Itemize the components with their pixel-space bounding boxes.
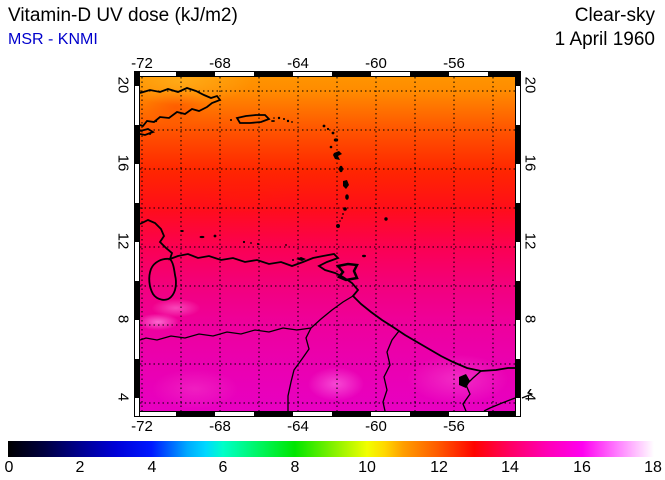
rivers [140,295,515,411]
lon-tick-bottom: -72 [131,418,153,435]
lat-tick-left: 16 [114,154,132,172]
map-frame-right [515,71,521,417]
data-source-label: MSR - KNMI [8,31,98,48]
map-frame-left [134,71,140,417]
lon-tick-top: -72 [131,55,153,72]
lon-tick-bottom: -60 [365,418,387,435]
lon-tick-top: -64 [287,55,309,72]
condition-label: Clear-sky [574,5,655,26]
map-frame-bottom [134,411,521,417]
colorbar-tick: 4 [147,459,157,476]
lon-tick-bottom: -68 [209,418,231,435]
lake-maracaibo [148,257,177,301]
lat-tick-left: 4 [114,392,132,402]
map-field-anomalies [140,77,515,411]
coastline-puerto-rico [235,114,271,124]
coastline-south-america [140,219,515,372]
colorbar-bar [8,441,654,457]
lon-tick-top: -60 [365,55,387,72]
colorbar-tick: 10 [358,459,376,476]
graticule-grid [140,77,515,411]
lat-tick-right: 16 [521,154,539,172]
colorbar-tick: 18 [644,459,662,476]
lat-tick-left: 20 [114,76,132,94]
lon-tick-bottom: -64 [287,418,309,435]
lat-tick-left: 8 [114,314,132,324]
coastline-trinidad [335,262,359,282]
lon-tick-bottom: -56 [443,418,465,435]
page-title: Vitamin-D UV dose (kJ/m2) [8,5,238,26]
lat-tick-left: 12 [114,232,132,250]
cursor-icon [521,389,533,399]
lon-tick-top: -56 [443,55,465,72]
colorbar-tick: 8 [290,459,300,476]
lat-tick-right: 8 [521,314,539,324]
date-label: 1 April 1960 [554,29,655,50]
islands-lesser-antilles [149,116,388,261]
lat-tick-right: 20 [521,76,539,94]
colorbar-tick: 2 [75,459,85,476]
colorbar-tick: 6 [218,459,228,476]
lon-tick-top: -68 [209,55,231,72]
map-plot-area [140,77,515,411]
lat-tick-right: 12 [521,232,539,250]
lake-guyana [459,374,470,388]
map-overlay [140,77,515,411]
colorbar-tick: 12 [430,459,448,476]
coastline-hispaniola [140,87,222,136]
colorbar-tick: 0 [4,459,14,476]
colorbar-tick: 16 [573,459,591,476]
colorbar-tick: 14 [501,459,519,476]
